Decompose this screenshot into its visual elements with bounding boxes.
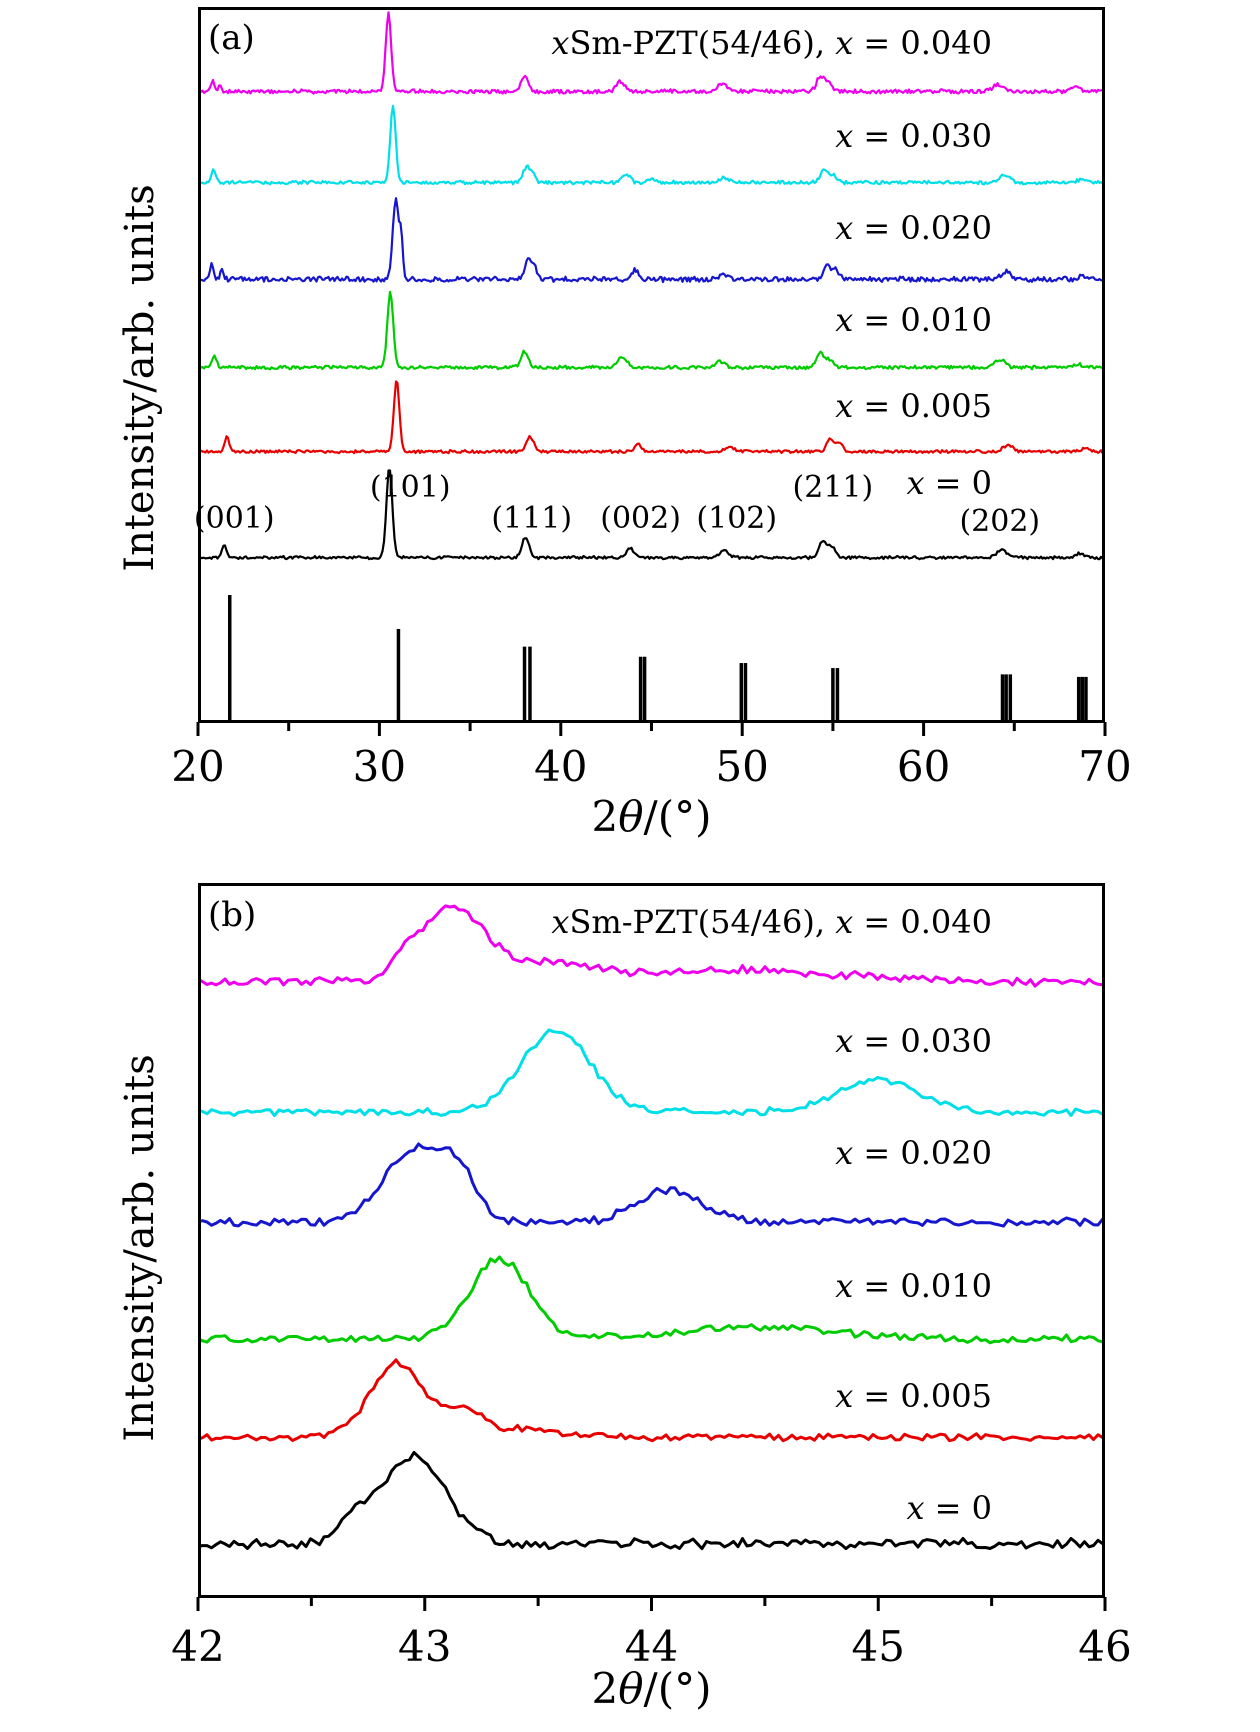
series-label-value: = 0 (924, 464, 992, 502)
series-label-x0: x = 0 (906, 464, 992, 502)
plot-frame (198, 883, 1105, 1598)
series-curve-x0.005 (201, 1358, 1102, 1443)
panel-a-title: xSm-PZT(54/46), x = 0.040 (551, 24, 992, 62)
x-tick-label-50: 50 (715, 742, 769, 791)
panel-a-xlabel-2: 2 (591, 792, 619, 841)
x-tick-label-30: 30 (352, 742, 407, 791)
panel-a-title-x1: x (551, 24, 570, 62)
x-axis-ticks (196, 722, 1107, 736)
series-label-value: = 0.005 (853, 1377, 992, 1415)
hkl-label-202: (202) (959, 504, 1041, 539)
series-label-x0.010: x = 0.010 (835, 1267, 992, 1305)
hkl-label-001: (001) (193, 501, 275, 536)
panel-a-title-text2: = 0.040 (853, 24, 992, 62)
panel-a-xlabel-theta: θ (618, 792, 644, 841)
hkl-label-002: (002) (600, 501, 681, 536)
x-tick-label-20: 20 (171, 742, 225, 791)
panel-a-title-text1: Sm-PZT(54/46), (569, 24, 836, 62)
panel-b-title-text2: = 0.040 (853, 903, 992, 941)
panel-a-xlabel-unit: /(°) (643, 792, 712, 841)
series-label-var: x (835, 301, 854, 339)
panel-b-plot (196, 883, 1107, 1611)
series-label-x0.030: x = 0.030 (835, 1022, 992, 1060)
series-label-var: x (906, 1489, 925, 1527)
x-tick-label-42: 42 (171, 1622, 225, 1671)
series-label-value: = 0.020 (853, 209, 992, 247)
panel-a-plot (196, 7, 1107, 736)
series-label-var: x (835, 1134, 854, 1172)
panel-b-tag: (b) (208, 895, 257, 935)
series-curve-x0.010 (201, 1255, 1102, 1345)
series-label-x0.030: x = 0.030 (835, 117, 992, 155)
series-label-var: x (835, 209, 854, 247)
panel-a-tag: (a) (208, 18, 255, 58)
panel-a-title-x2: x (835, 24, 854, 62)
hkl-label-102: (102) (696, 501, 778, 536)
panel-a-x-axis-label: 2θ/(°) (198, 792, 1105, 841)
series-label-value: = 0.005 (853, 387, 992, 425)
hkl-label-101: (101) (369, 470, 451, 505)
x-tick-label-40: 40 (534, 742, 588, 791)
panel-b-y-axis-label: Intensity/arb. units (117, 1054, 163, 1442)
series-label-value: = 0 (924, 1489, 992, 1527)
panel-b-title: xSm-PZT(54/46), x = 0.040 (551, 903, 992, 941)
series-curve-x0.005 (201, 380, 1102, 455)
series-label-var: x (835, 117, 854, 155)
reference-stick-pattern (227, 595, 1088, 721)
panel-b-x-axis-label: 2θ/(°) (198, 1664, 1105, 1713)
series-curve-x0.020 (201, 197, 1102, 284)
series-label-value: = 0.030 (853, 1022, 992, 1060)
series-label-var: x (835, 1022, 854, 1060)
series-curve-x0.030 (201, 104, 1102, 186)
series-label-var: x (906, 464, 925, 502)
panel-b-xlabel-2: 2 (591, 1664, 619, 1713)
series-curve-x0.040 (201, 11, 1102, 95)
series-curve-x0 (201, 469, 1102, 561)
panel-a-y-axis-label: Intensity/arb. units (117, 184, 163, 572)
panel-b-xlabel-unit: /(°) (643, 1664, 712, 1713)
series-label-x0.020: x = 0.020 (835, 1134, 992, 1172)
series-curve-x0 (201, 1450, 1102, 1551)
series-label-x0.005: x = 0.005 (835, 387, 992, 425)
series-label-x0.010: x = 0.010 (835, 301, 992, 339)
panel-b-title-x1: x (551, 903, 570, 941)
series-label-value: = 0.030 (853, 117, 992, 155)
x-axis-ticks (196, 1597, 1107, 1611)
x-tick-label-45: 45 (851, 1622, 905, 1671)
series-label-x0.020: x = 0.020 (835, 209, 992, 247)
series-label-value: = 0.010 (853, 301, 992, 339)
x-tick-label-43: 43 (398, 1622, 452, 1671)
x-tick-label-46: 46 (1078, 1622, 1132, 1671)
series-curve-x0.030 (201, 1028, 1102, 1118)
series-curve-x0.040 (201, 904, 1102, 988)
x-tick-label-60: 60 (896, 742, 951, 791)
series-curve-x0.010 (201, 290, 1102, 371)
hkl-label-111: (111) (491, 501, 573, 536)
x-tick-label-70: 70 (1078, 742, 1132, 791)
panel-b-title-x2: x (835, 903, 854, 941)
series-label-value: = 0.010 (853, 1267, 992, 1305)
series-label-var: x (835, 387, 854, 425)
series-label-var: x (835, 1267, 854, 1305)
x-tick-label-44: 44 (624, 1622, 679, 1671)
series-label-x0.005: x = 0.005 (835, 1377, 992, 1415)
hkl-label-211: (211) (792, 470, 874, 505)
plot-frame (198, 7, 1105, 723)
series-curve-x0.020 (201, 1142, 1102, 1228)
series-label-x0: x = 0 (906, 1489, 992, 1527)
series-label-var: x (835, 1377, 854, 1415)
panel-b-title-text1: Sm-PZT(54/46), (569, 903, 836, 941)
series-label-value: = 0.020 (853, 1134, 992, 1172)
panel-b-xlabel-theta: θ (618, 1664, 644, 1713)
